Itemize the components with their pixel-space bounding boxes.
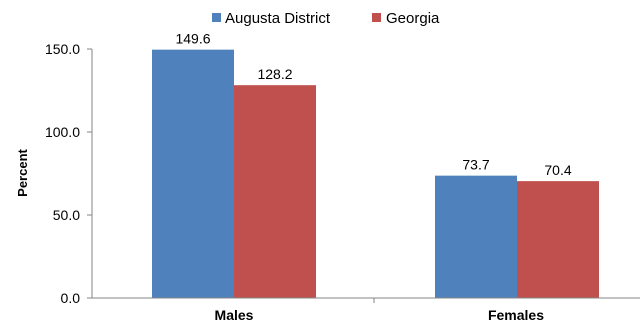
y-tick-label: 50.0	[53, 207, 80, 223]
legend-swatch-augusta-district	[212, 13, 221, 22]
y-tick-label: 150.0	[45, 41, 80, 57]
bar-georgia-females	[517, 181, 599, 298]
bars-group: 149.6 128.2 73.7 70.4	[152, 31, 599, 298]
legend-label-augusta-district: Augusta District	[225, 10, 331, 27]
data-label: 73.7	[462, 157, 489, 173]
category-label-females: Females	[488, 307, 544, 323]
y-ticks: 0.0 50.0 100.0 150.0	[45, 41, 80, 306]
data-label: 70.4	[544, 162, 571, 178]
legend: Augusta District Georgia	[212, 10, 440, 27]
y-axis-label: Percent	[15, 148, 30, 196]
legend-swatch-georgia	[372, 13, 381, 22]
bar-augusta-district-males	[152, 49, 234, 298]
y-tick-label: 0.0	[61, 290, 81, 306]
axes	[87, 48, 640, 303]
x-categories: Males Females	[215, 307, 545, 323]
data-label: 149.6	[175, 31, 210, 47]
category-label-males: Males	[215, 307, 254, 323]
legend-label-georgia: Georgia	[386, 10, 440, 27]
bar-augusta-district-females	[435, 175, 517, 298]
data-label: 128.2	[257, 66, 292, 82]
bar-georgia-males	[234, 85, 316, 298]
y-tick-label: 100.0	[45, 124, 80, 140]
